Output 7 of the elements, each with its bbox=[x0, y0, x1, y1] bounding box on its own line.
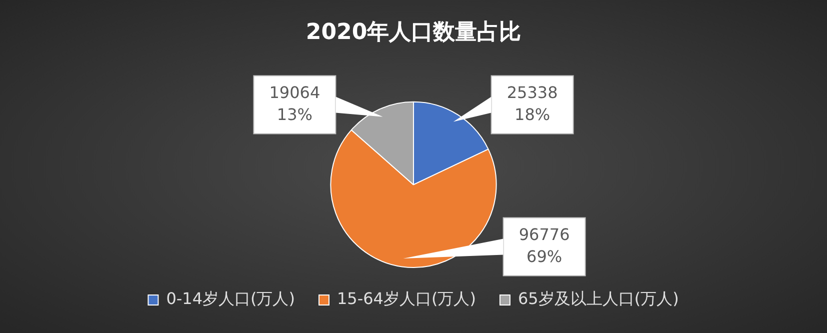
data-label: 96776 69% bbox=[518, 224, 570, 266]
legend-label: 0-14岁人口(万人) bbox=[166, 289, 295, 308]
data-label: 19064 13% bbox=[269, 82, 320, 124]
legend-label: 15-64岁人口(万人) bbox=[336, 289, 476, 308]
chart-title: 2020年人口数量占比 bbox=[306, 20, 522, 45]
data-label: 25338 18% bbox=[506, 82, 558, 124]
legend-label: 65岁及以上人口(万人) bbox=[518, 289, 679, 308]
